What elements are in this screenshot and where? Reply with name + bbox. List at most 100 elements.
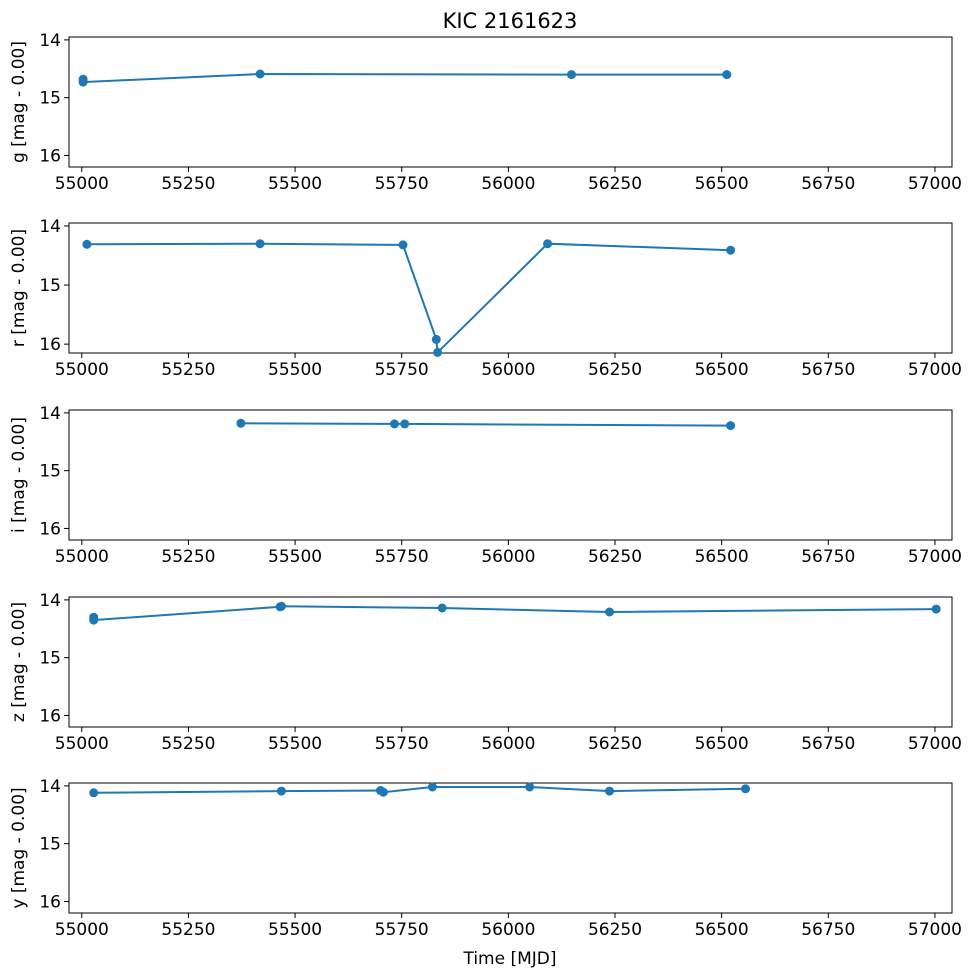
x-tick-label: 56250 (588, 547, 642, 567)
x-tick-label: 57000 (908, 174, 962, 194)
y-tick-label: 14 (39, 591, 61, 611)
series-line (92, 605, 937, 622)
panel-z: 55000 55250 55500 55750 56000 56250 56500 56750… (9, 591, 962, 754)
data-point (255, 69, 265, 79)
series-i (240, 422, 731, 427)
y-tick-label: 15 (39, 89, 61, 109)
data-point (726, 245, 736, 255)
data-point (722, 70, 732, 80)
x-tick-label: 55250 (161, 174, 215, 194)
data-point (605, 786, 614, 796)
y-tick-label: 15 (39, 462, 61, 482)
series-line (93, 786, 746, 794)
y-tick-label: 16 (39, 519, 61, 539)
x-tick-label: 56500 (695, 734, 749, 754)
x-tick-label: 56750 (801, 920, 855, 940)
plot-frame (68, 409, 953, 541)
markers-g (78, 69, 732, 87)
x-tick-label: 55000 (55, 360, 109, 380)
x-tick-label: 55000 (55, 174, 109, 194)
x-tick-label: 55000 (55, 920, 109, 940)
x-tick-label: 55750 (375, 920, 429, 940)
y-tick-label: 16 (39, 706, 61, 726)
x-tick-label: 55500 (268, 547, 322, 567)
data-point (437, 603, 447, 613)
y-axis-label-y: y [mag - 0.00] (9, 787, 29, 908)
x-tick-label: 56500 (695, 547, 749, 567)
plot-frame (68, 222, 953, 354)
x-tick-label: 56250 (588, 734, 642, 754)
x-tick-label: 55750 (375, 547, 429, 567)
data-point (89, 615, 99, 625)
x-tick-label: 56750 (801, 360, 855, 380)
y-tick-label: 16 (39, 146, 61, 166)
x-tick-label: 56000 (481, 547, 535, 567)
x-tick-label: 57000 (908, 734, 962, 754)
x-tick-label: 55750 (375, 734, 429, 754)
data-point (89, 788, 99, 798)
series-line (86, 242, 731, 353)
data-point (433, 347, 443, 357)
y-tick-label: 14 (39, 777, 61, 797)
plot-frame (68, 36, 953, 168)
y-axis-label-z: z [mag - 0.00] (9, 602, 29, 722)
y-tick-label: 15 (39, 835, 61, 855)
x-tick-label: 55500 (268, 734, 322, 754)
data-point (567, 70, 576, 80)
x-tick-label: 57000 (908, 547, 962, 567)
y-tick-label: 16 (39, 335, 61, 355)
x-tick-label: 56000 (481, 360, 535, 380)
series-line (240, 422, 731, 427)
markers-z (89, 601, 941, 625)
markers-r (82, 239, 736, 357)
chart-title: KIC 2161623 (443, 9, 578, 33)
x-tick-label: 55000 (55, 547, 109, 567)
y-tick-label: 14 (39, 31, 61, 51)
x-tick-label: 56500 (695, 174, 749, 194)
data-point (400, 419, 410, 429)
x-tick-label: 56000 (481, 174, 535, 194)
x-tick-label: 55250 (161, 547, 215, 567)
panel-i: 55000 55250 55500 55750 56000 56250 56500 56750… (9, 404, 962, 567)
series-r (86, 242, 731, 353)
x-tick-label: 56250 (588, 174, 642, 194)
panel-g: 55000 55250 55500 55750 56000 56250 56500 56750… (9, 31, 962, 194)
x-tick-label: 57000 (908, 360, 962, 380)
series-line (82, 72, 727, 84)
x-tick-label: 56750 (801, 174, 855, 194)
x-tick-label: 56500 (695, 360, 749, 380)
series-g (82, 72, 727, 84)
data-point (431, 334, 441, 344)
x-tick-label: 56750 (801, 547, 855, 567)
x-tick-label: 57000 (908, 920, 962, 940)
y-axis-label-r: r [mag - 0.00] (9, 229, 29, 347)
x-tick-label: 55500 (268, 174, 322, 194)
series-y (93, 786, 746, 794)
data-point (398, 240, 408, 250)
x-axis-label: Time [MJD] (462, 949, 556, 969)
y-tick-label: 15 (39, 276, 61, 296)
x-tick-label: 55250 (161, 920, 215, 940)
x-tick-label: 56000 (481, 920, 535, 940)
markers-i (236, 418, 736, 431)
markers-y (89, 782, 750, 798)
data-point (378, 787, 388, 797)
panel-r: 55000 55250 55500 55750 56000 56250 56500 56750… (9, 217, 962, 380)
data-point (543, 239, 553, 249)
x-tick-label: 56250 (588, 920, 642, 940)
y-tick-label: 14 (39, 404, 61, 424)
y-tick-label: 15 (39, 649, 61, 669)
data-point (427, 782, 437, 792)
data-point (255, 239, 265, 249)
data-point (726, 421, 736, 431)
data-point (236, 418, 246, 428)
data-point (390, 419, 399, 429)
data-point (741, 784, 750, 794)
data-point (525, 782, 535, 792)
y-tick-label: 14 (39, 217, 61, 237)
x-tick-label: 56250 (588, 360, 642, 380)
data-point (82, 239, 92, 249)
x-tick-label: 55750 (375, 360, 429, 380)
x-tick-label: 55500 (268, 360, 322, 380)
x-tick-label: 55000 (55, 734, 109, 754)
